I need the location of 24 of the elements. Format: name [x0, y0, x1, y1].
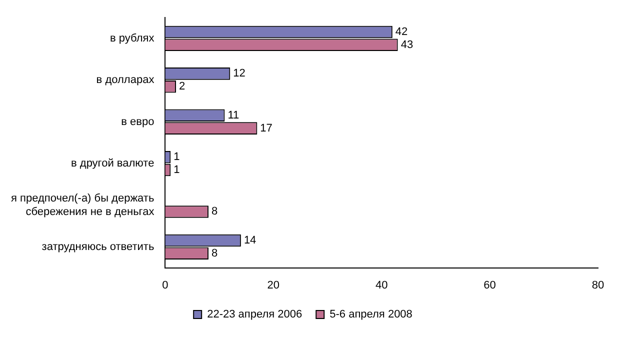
- data-label: 8: [211, 247, 218, 260]
- data-label: 12: [233, 68, 246, 80]
- data-label: 42: [395, 26, 408, 38]
- data-label: 43: [400, 38, 414, 51]
- x-tick-label: 80: [592, 279, 604, 292]
- data-label: 11: [228, 109, 240, 122]
- data-label: 1: [174, 164, 180, 176]
- data-label: 14: [244, 234, 256, 247]
- legend-label: 5-6 апреля 2008: [330, 308, 412, 321]
- data-label: 1: [174, 151, 180, 164]
- legend-label: 22-23 апреля 2006: [207, 308, 302, 321]
- y-tick-label: в другой валюте: [70, 158, 154, 170]
- x-tick-label: 40: [375, 279, 388, 292]
- x-tick-label: 0: [162, 279, 168, 292]
- y-tick-label: в рублях: [110, 32, 155, 44]
- y-tick-label: в долларах: [96, 74, 155, 86]
- x-tick-label: 20: [267, 279, 280, 292]
- data-label: 2: [179, 80, 186, 93]
- y-tick-label: я предпочел(-а) бы держать сбережения не в деньгах: [10, 192, 155, 218]
- y-tick-label: в евро: [121, 116, 154, 128]
- y-tick-label: затрудняюсь ответить: [42, 240, 154, 253]
- x-tick-label: 60: [484, 279, 496, 292]
- data-label: 8: [211, 206, 218, 218]
- data-label: 17: [260, 122, 272, 134]
